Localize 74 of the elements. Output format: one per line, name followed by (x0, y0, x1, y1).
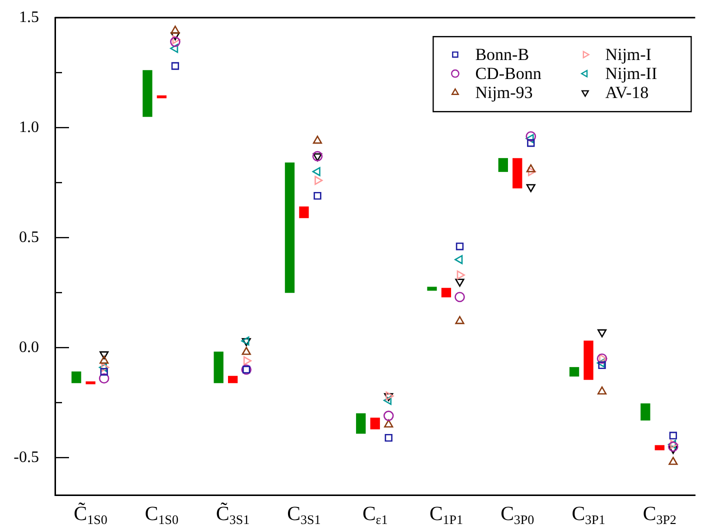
legend-label: Nijm-II (605, 64, 658, 84)
legend-label: Nijm-93 (475, 83, 533, 102)
point (242, 346, 251, 355)
point (596, 353, 608, 364)
point (243, 356, 252, 366)
bar (498, 158, 508, 172)
bar (370, 418, 380, 430)
point (98, 362, 107, 372)
point (454, 255, 463, 264)
legend-label: CD-Bonn (475, 64, 542, 84)
bar (512, 158, 522, 188)
bar (584, 340, 594, 380)
point (384, 419, 394, 428)
point (456, 270, 465, 280)
bar (142, 70, 152, 117)
point (670, 440, 678, 449)
y-tick-label: 1.5 (19, 8, 39, 26)
point (668, 456, 678, 465)
point (312, 136, 322, 144)
point (171, 62, 180, 70)
point (598, 361, 606, 370)
point (669, 432, 677, 440)
text: 1.0 (19, 118, 39, 136)
point (668, 441, 678, 452)
point (384, 434, 392, 442)
bar (356, 413, 366, 434)
point (454, 292, 465, 302)
point (527, 139, 535, 147)
bar (72, 371, 82, 384)
bar (86, 381, 96, 384)
point (172, 35, 180, 44)
bar (299, 206, 309, 218)
point (100, 356, 109, 364)
point (98, 373, 110, 384)
point (170, 44, 178, 53)
legend-label: Nijm-I (605, 45, 652, 64)
bar (214, 352, 224, 384)
bar (640, 403, 650, 421)
bar (284, 162, 295, 293)
point (383, 396, 392, 405)
text: 0.0 (19, 338, 39, 356)
legend-label: Bonn-B (475, 45, 530, 64)
bar (441, 288, 452, 298)
point (597, 386, 607, 394)
point (384, 393, 394, 402)
point (526, 134, 534, 144)
point (668, 440, 676, 449)
point (100, 351, 109, 360)
point (456, 242, 464, 250)
point (596, 358, 605, 368)
point (455, 316, 464, 324)
point (599, 354, 608, 364)
point (528, 167, 536, 176)
y-tick-label: -0.5 (14, 448, 39, 466)
bar (569, 367, 580, 377)
point (170, 32, 180, 40)
bar (228, 376, 238, 384)
point (314, 192, 322, 200)
y-tick-label: 0.5 (19, 228, 39, 246)
point (526, 131, 536, 142)
bar (427, 286, 437, 291)
point (170, 26, 180, 34)
point (242, 338, 251, 346)
point (526, 164, 536, 172)
point (101, 362, 110, 372)
point (597, 329, 607, 338)
point (455, 278, 464, 287)
bar (654, 445, 664, 450)
point (383, 410, 394, 421)
point (526, 184, 536, 192)
point (314, 176, 323, 185)
point (100, 368, 108, 376)
legend-label: AV-18 (605, 83, 649, 102)
point (312, 167, 320, 176)
